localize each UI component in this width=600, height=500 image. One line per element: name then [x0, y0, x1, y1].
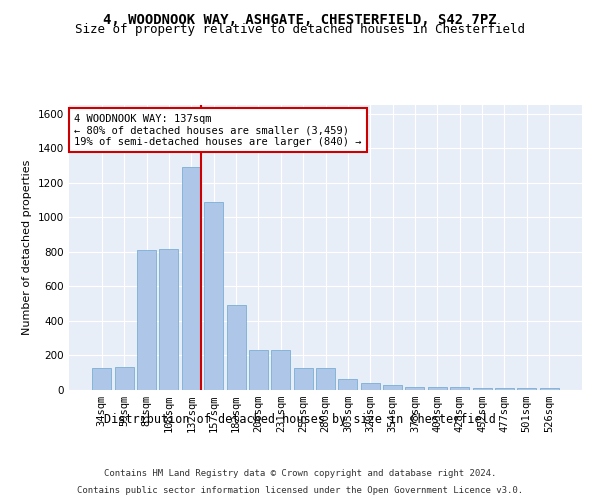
Bar [115, 366, 134, 390]
Bar [338, 379, 358, 390]
Bar [204, 202, 223, 390]
Bar [450, 388, 469, 390]
Bar [137, 250, 156, 390]
Text: Contains public sector information licensed under the Open Government Licence v3: Contains public sector information licen… [77, 486, 523, 495]
Bar [428, 388, 447, 390]
Bar [316, 368, 335, 390]
Text: 4, WOODNOOK WAY, ASHGATE, CHESTERFIELD, S42 7PZ: 4, WOODNOOK WAY, ASHGATE, CHESTERFIELD, … [103, 12, 497, 26]
Bar [383, 385, 402, 390]
Bar [539, 388, 559, 390]
Bar [271, 350, 290, 390]
Bar [473, 388, 491, 390]
Bar [361, 383, 380, 390]
Text: Size of property relative to detached houses in Chesterfield: Size of property relative to detached ho… [75, 22, 525, 36]
Bar [249, 350, 268, 390]
Bar [495, 388, 514, 390]
Bar [293, 368, 313, 390]
Text: 4 WOODNOOK WAY: 137sqm
← 80% of detached houses are smaller (3,459)
19% of semi-: 4 WOODNOOK WAY: 137sqm ← 80% of detached… [74, 114, 362, 147]
Bar [406, 386, 424, 390]
Bar [160, 249, 178, 390]
Bar [227, 306, 245, 390]
Bar [517, 388, 536, 390]
Bar [182, 167, 201, 390]
Y-axis label: Number of detached properties: Number of detached properties [22, 160, 32, 335]
Text: Distribution of detached houses by size in Chesterfield: Distribution of detached houses by size … [104, 412, 496, 426]
Bar [92, 368, 112, 390]
Text: Contains HM Land Registry data © Crown copyright and database right 2024.: Contains HM Land Registry data © Crown c… [104, 468, 496, 477]
